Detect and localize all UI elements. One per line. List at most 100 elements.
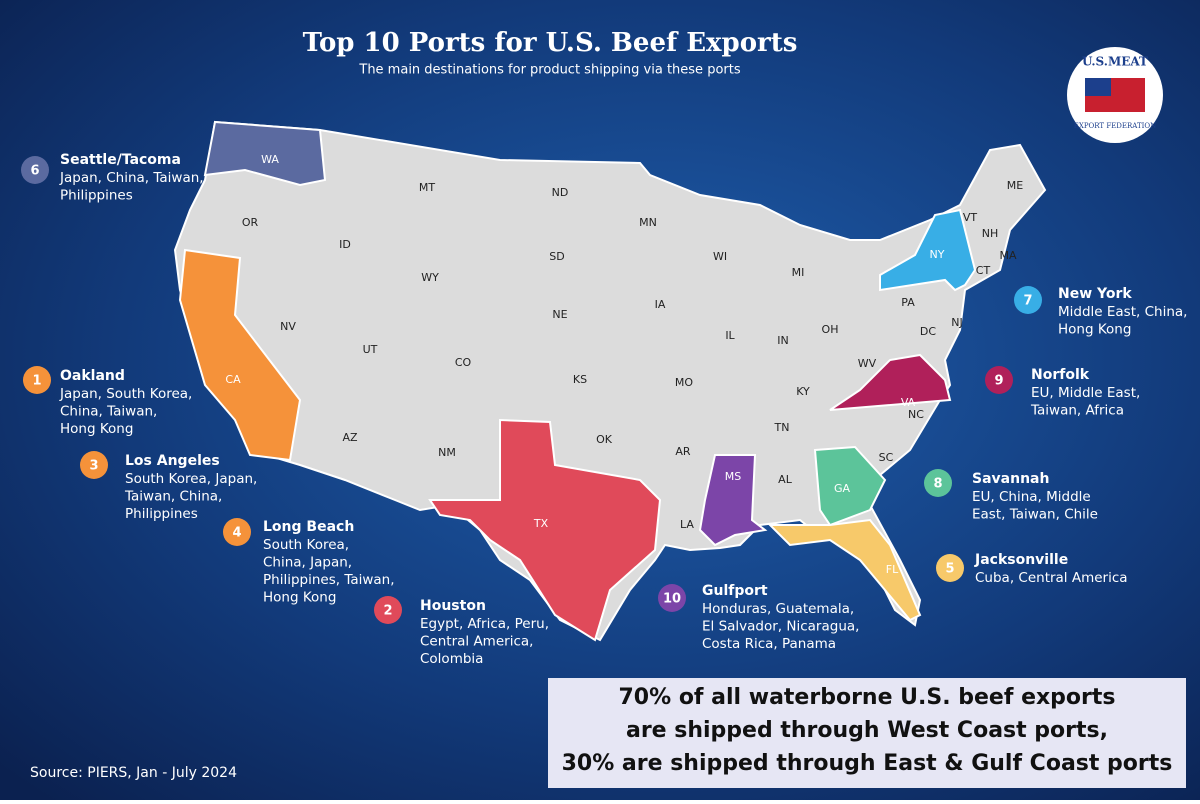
callout-line: 30% are shipped through East & Gulf Coas… <box>562 751 1173 776</box>
port-name: Oakland <box>60 368 125 384</box>
port-marker <box>21 156 49 184</box>
highlighted-states <box>178 120 977 642</box>
state-label: MT <box>419 181 435 194</box>
state-label: LA <box>680 518 694 531</box>
state-label: IA <box>655 298 666 311</box>
port-rank: 7 <box>1023 294 1032 309</box>
title: Top 10 Ports for U.S. Beef Exports <box>303 28 798 58</box>
port-destinations: Taiwan, Africa <box>1030 403 1124 419</box>
port-marker <box>936 554 964 582</box>
port-destinations: Philippines, Taiwan, <box>263 572 395 588</box>
state-label: OH <box>822 323 839 336</box>
port-name: Long Beach <box>263 519 354 535</box>
port-name: Jacksonville <box>974 552 1068 568</box>
state-label: FL <box>886 563 899 576</box>
port-destinations: Colombia <box>420 651 483 667</box>
port-rank: 6 <box>30 164 39 179</box>
port-name: Savannah <box>972 471 1049 487</box>
port-rank: 3 <box>89 459 98 474</box>
state-label: DC <box>920 325 936 338</box>
state-label: SC <box>879 451 894 464</box>
state-ga <box>813 445 887 527</box>
state-label: WI <box>713 250 727 263</box>
state-label: MS <box>725 470 741 483</box>
state-fl <box>767 518 922 622</box>
state-wa <box>203 120 327 187</box>
state-tx <box>428 418 662 642</box>
port-rank: 4 <box>232 526 241 541</box>
port-destinations: East, Taiwan, Chile <box>972 507 1098 523</box>
port-marker <box>374 596 402 624</box>
port-marker <box>1014 286 1042 314</box>
callout-box <box>548 678 1186 788</box>
state-label: NY <box>930 248 945 261</box>
port-destinations: Hong Kong <box>60 421 133 437</box>
port-destinations: EU, Middle East, <box>1031 385 1140 401</box>
port-marker <box>80 451 108 479</box>
port-destinations: Taiwan, China, <box>124 489 222 505</box>
state-label: TX <box>533 517 549 530</box>
subtitle: The main destinations for product shippi… <box>358 63 740 78</box>
state-label: CA <box>225 373 241 386</box>
port-rank: 5 <box>945 562 954 577</box>
port-destinations: Japan, China, Taiwan, <box>59 170 204 186</box>
callout-line: 70% of all waterborne U.S. beef exports <box>619 685 1116 710</box>
callout-line: are shipped through West Coast ports, <box>626 718 1108 743</box>
port-destinations: South Korea, Japan, <box>125 471 257 487</box>
state-va <box>829 353 952 411</box>
state-ms <box>698 454 768 547</box>
state-label: AR <box>675 445 691 458</box>
state-label: OK <box>596 433 613 446</box>
port-destinations: China, Taiwan, <box>60 404 157 420</box>
port-destinations: Cuba, Central America <box>975 570 1128 586</box>
logo-bottom: EXPORT FEDERATION <box>1074 122 1157 130</box>
port-destinations: Central America, <box>420 634 533 650</box>
port-destinations: Egypt, Africa, Peru, <box>420 616 549 632</box>
port-destinations: El Salvador, Nicaragua, <box>702 619 859 635</box>
state-label: MN <box>639 216 657 229</box>
port-marker <box>223 518 251 546</box>
port-marker <box>924 469 952 497</box>
port-rank: 2 <box>383 604 392 619</box>
state-label: TN <box>774 421 790 434</box>
port-destinations: EU, China, Middle <box>972 489 1091 505</box>
port-destinations: Philippines <box>60 188 133 204</box>
state-label: GA <box>834 482 851 495</box>
state-label: NE <box>552 308 567 321</box>
port-rank: 1 <box>32 374 41 389</box>
state-label: WV <box>858 357 877 370</box>
state-label: NJ <box>951 316 962 329</box>
state-label: NH <box>982 227 999 240</box>
state-label: VT <box>963 211 978 224</box>
state-label: KS <box>573 373 587 386</box>
port-name: Gulfport <box>702 583 768 599</box>
port-destinations: Costa Rica, Panama <box>702 636 836 652</box>
port-destinations: Middle East, China, <box>1058 304 1187 320</box>
port-destinations: Hong Kong <box>263 590 336 606</box>
port-name: Norfolk <box>1031 367 1090 383</box>
state-label: ID <box>339 238 351 251</box>
state-label: MI <box>792 266 805 279</box>
state-label: IL <box>725 329 735 342</box>
state-label: ND <box>552 186 569 199</box>
source: Source: PIERS, Jan - July 2024 <box>30 765 237 781</box>
state-label: UT <box>363 343 378 356</box>
state-label: ME <box>1007 179 1023 192</box>
state-label: NV <box>280 320 296 333</box>
state-label: NC <box>908 408 924 421</box>
port-destinations: Honduras, Guatemala, <box>702 601 854 617</box>
state-label: WY <box>421 271 439 284</box>
port-name: New York <box>1058 286 1132 302</box>
port-marker <box>658 584 686 612</box>
state-label: OR <box>242 216 259 229</box>
state-ca <box>178 248 302 462</box>
state-label: KY <box>796 385 810 398</box>
state-label: CT <box>976 264 991 277</box>
state-label: AZ <box>342 431 358 444</box>
logo-canton <box>1085 78 1111 96</box>
state-label: CO <box>455 356 472 369</box>
port-marker <box>23 366 51 394</box>
port-rank: 9 <box>994 374 1003 389</box>
